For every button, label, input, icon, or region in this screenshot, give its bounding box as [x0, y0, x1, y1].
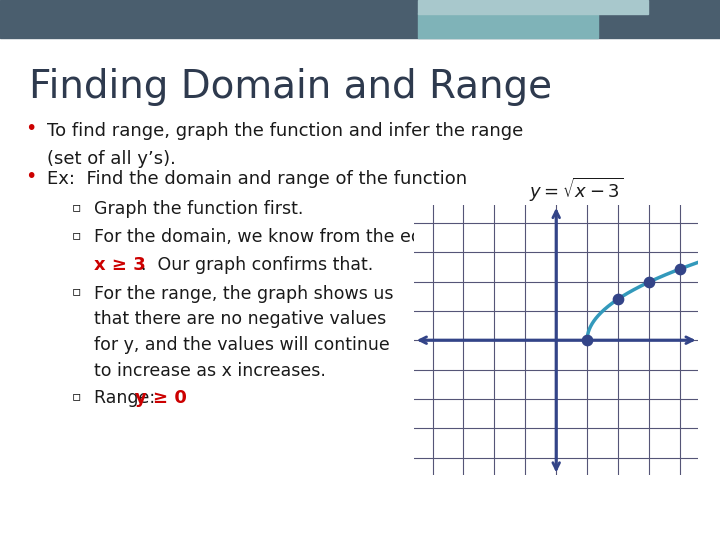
Text: ▫: ▫ — [72, 389, 81, 403]
Text: Ex:  Find the domain and range of the function: Ex: Find the domain and range of the fun… — [47, 170, 478, 188]
Text: y ≥ 0: y ≥ 0 — [135, 389, 187, 407]
Text: For the domain, we know from the equation given that: For the domain, we know from the equatio… — [94, 228, 571, 246]
Bar — [0, 0, 720, 38]
Text: for y, and the values will continue: for y, and the values will continue — [94, 336, 390, 354]
Point — [612, 295, 624, 303]
Point — [643, 278, 654, 286]
Text: x ≥ 3: x ≥ 3 — [94, 256, 145, 274]
Text: ▫: ▫ — [72, 228, 81, 242]
Text: that there are no negative values: that there are no negative values — [94, 310, 386, 328]
Text: Range:: Range: — [94, 389, 161, 407]
Text: $y = \sqrt{x-3}$: $y = \sqrt{x-3}$ — [529, 176, 624, 205]
Text: For the range, the graph shows us: For the range, the graph shows us — [94, 285, 393, 302]
Text: ▫: ▫ — [72, 200, 81, 214]
Text: Graph the function first.: Graph the function first. — [94, 200, 303, 218]
Bar — [418, 0, 648, 14]
Text: (set of all y’s).: (set of all y’s). — [47, 150, 176, 167]
Text: •: • — [25, 119, 37, 138]
Text: .  Our graph confirms that.: . Our graph confirms that. — [141, 256, 374, 274]
Bar — [418, 14, 598, 38]
Text: to increase as x increases.: to increase as x increases. — [94, 362, 325, 380]
Point — [674, 265, 685, 273]
Text: •: • — [25, 167, 37, 186]
Text: To find range, graph the function and infer the range: To find range, graph the function and in… — [47, 122, 523, 139]
Text: ▫: ▫ — [72, 285, 81, 299]
Point — [581, 336, 593, 345]
Text: Finding Domain and Range: Finding Domain and Range — [29, 68, 552, 105]
